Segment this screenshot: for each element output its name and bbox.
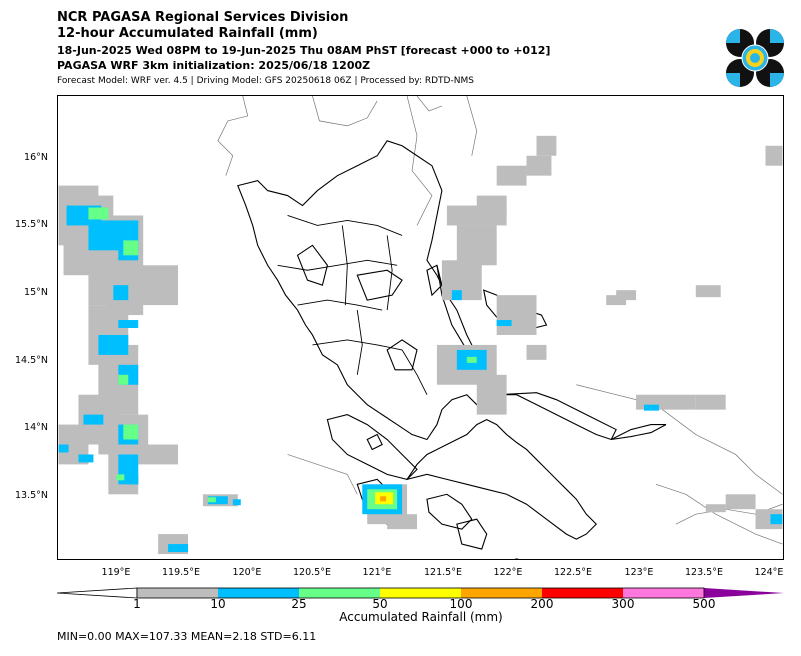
lon-label: 119°E (101, 567, 131, 578)
lon-label: 119.5°E (162, 567, 200, 578)
rainfall-light (58, 135, 783, 555)
colorbar-tick: 300 (611, 597, 635, 611)
lat-label: 16°N (24, 152, 48, 163)
lon-label: 122.5°E (554, 567, 592, 578)
colorbar-segment (380, 588, 461, 598)
lon-label: 123°E (624, 567, 654, 578)
colorbar-segment (461, 588, 542, 598)
lon-label: 120.5°E (293, 567, 331, 578)
statistics-summary: MIN=0.00 MAX=107.33 MEAN=2.18 STD=6.11 (57, 630, 317, 643)
init-time: PAGASA WRF 3km initialization: 2025/06/1… (57, 59, 371, 72)
colorbar-tick: 10 (210, 597, 226, 611)
pagasa-logo-icon (726, 29, 784, 87)
rainfall-100 (380, 496, 387, 502)
forecast-period: 18-Jun-2025 Wed 08PM to 19-Jun-2025 Thu … (57, 44, 551, 57)
rainfall-map (57, 95, 784, 560)
lon-label: 121°E (362, 567, 392, 578)
province-boundaries (277, 215, 428, 395)
lon-label: 120°E (232, 567, 262, 578)
lon-label: 123.5°E (685, 567, 723, 578)
lon-label: 124°E (754, 567, 784, 578)
model-info: Forecast Model: WRF ver. 4.5 | Driving M… (57, 76, 474, 86)
title-division: NCR PAGASA Regional Services Division (57, 10, 349, 25)
lat-label: 14°N (24, 422, 48, 433)
colorbar-tick: 500 (692, 597, 716, 611)
colorbar-segment (299, 588, 380, 598)
lon-label: 122°E (493, 567, 523, 578)
colorbar-tick: 100 (449, 597, 473, 611)
colorbar-max-extension (704, 588, 784, 598)
colorbar-tick: 25 (291, 597, 307, 611)
lat-label: 15°N (24, 287, 48, 298)
lat-label: 14.5°N (14, 355, 48, 366)
colorbar-segment (542, 588, 623, 598)
title-product: 12-hour Accumulated Rainfall (mm) (57, 26, 318, 41)
colorbar-tick: 200 (530, 597, 554, 611)
colorbar (57, 587, 784, 599)
colorbar-segment (623, 588, 704, 598)
colorbar-segment (218, 588, 299, 598)
rainfall-10 (58, 205, 783, 553)
lat-label: 13.5°N (14, 490, 48, 501)
lat-label: 15.5°N (14, 219, 48, 230)
colorbar-segment (137, 588, 218, 598)
colorbar-tick: 1 (133, 597, 141, 611)
colorbar-label: Accumulated Rainfall (mm) (339, 610, 503, 624)
lon-label: 121.5°E (424, 567, 462, 578)
colorbar-tick: 50 (372, 597, 388, 611)
